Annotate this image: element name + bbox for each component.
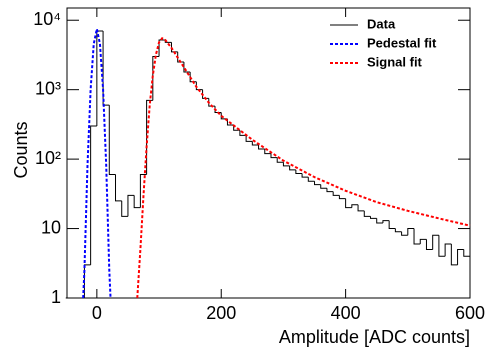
histogram-bin bbox=[83, 264, 91, 298]
histogram-bin bbox=[239, 130, 247, 136]
histogram-bin bbox=[444, 243, 452, 257]
histogram-bin bbox=[121, 200, 128, 217]
legend-label: Pedestal fit bbox=[367, 35, 437, 50]
histogram-bin bbox=[108, 105, 116, 176]
y-tick-label: 10 bbox=[41, 217, 61, 237]
histogram-bin bbox=[245, 135, 253, 142]
histogram-bin bbox=[357, 204, 365, 212]
y-tick-label: 10⁴ bbox=[33, 9, 61, 29]
histogram-bin bbox=[363, 210, 371, 217]
histogram-bin bbox=[170, 42, 178, 53]
histogram-bin bbox=[457, 248, 464, 265]
legend-label: Signal fit bbox=[367, 54, 423, 69]
histogram-bin bbox=[369, 216, 377, 219]
x-tick-label: 0 bbox=[92, 303, 102, 323]
plot-frame bbox=[66, 7, 471, 299]
y-tick-label: 1 bbox=[51, 287, 61, 307]
histogram-bin bbox=[282, 162, 290, 167]
histogram-bin bbox=[251, 141, 259, 146]
x-tick-label: 400 bbox=[331, 303, 361, 323]
histogram-bin bbox=[90, 125, 97, 265]
histogram-bin bbox=[332, 191, 340, 196]
y-tick-label: 10³ bbox=[35, 78, 61, 98]
histogram-bin bbox=[401, 231, 408, 236]
histogram-bin bbox=[133, 195, 141, 209]
fit-line bbox=[82, 28, 112, 299]
histogram-bin bbox=[345, 198, 352, 209]
histogram-bin bbox=[276, 157, 284, 163]
histogram-bin bbox=[419, 238, 427, 244]
histogram-bin bbox=[289, 165, 296, 171]
x-tick-label: 600 bbox=[455, 303, 485, 323]
histogram-bin bbox=[463, 249, 470, 257]
histogram-bin bbox=[127, 194, 135, 217]
histogram-bin bbox=[226, 118, 234, 126]
histogram-bin bbox=[351, 204, 359, 208]
histogram-bin bbox=[177, 51, 184, 63]
y-tick-label: 10² bbox=[35, 148, 61, 168]
legend-label: Data bbox=[367, 16, 396, 31]
histogram-bin bbox=[394, 228, 402, 233]
histogram-bin bbox=[270, 153, 278, 159]
histogram-bin bbox=[146, 99, 153, 175]
x-axis-title: Amplitude [ADC counts] bbox=[279, 327, 470, 347]
histogram-bin bbox=[202, 89, 209, 99]
fit-line bbox=[136, 36, 471, 299]
histogram-bin bbox=[158, 39, 166, 57]
histogram-bin bbox=[388, 220, 396, 230]
histogram-bin bbox=[432, 234, 439, 250]
histogram-bin bbox=[183, 62, 191, 73]
histogram-bin bbox=[438, 235, 446, 257]
histogram-bin bbox=[264, 148, 271, 155]
x-tick-label: 200 bbox=[206, 303, 236, 323]
histogram-bin bbox=[407, 228, 415, 236]
histogram-bin bbox=[195, 81, 203, 91]
histogram-bin bbox=[139, 174, 147, 208]
histogram-bin bbox=[295, 169, 303, 175]
histogram-bin bbox=[376, 218, 383, 224]
y-axis-title: Counts bbox=[11, 121, 31, 178]
histogram-bin bbox=[233, 124, 240, 131]
histogram-bin bbox=[152, 56, 160, 101]
histogram-bin bbox=[382, 220, 390, 224]
histogram-bin bbox=[425, 239, 433, 250]
histogram-bin bbox=[307, 177, 315, 182]
histogram-bin bbox=[314, 181, 321, 186]
histogram-bin bbox=[450, 243, 458, 266]
histogram-bin bbox=[320, 184, 327, 189]
histogram-bin bbox=[338, 195, 346, 200]
histogram-bin bbox=[326, 188, 334, 193]
histogram-bin bbox=[115, 174, 122, 202]
histogram-bin bbox=[413, 228, 421, 245]
histogram-bin bbox=[258, 144, 265, 150]
histogram-bin bbox=[301, 173, 309, 178]
